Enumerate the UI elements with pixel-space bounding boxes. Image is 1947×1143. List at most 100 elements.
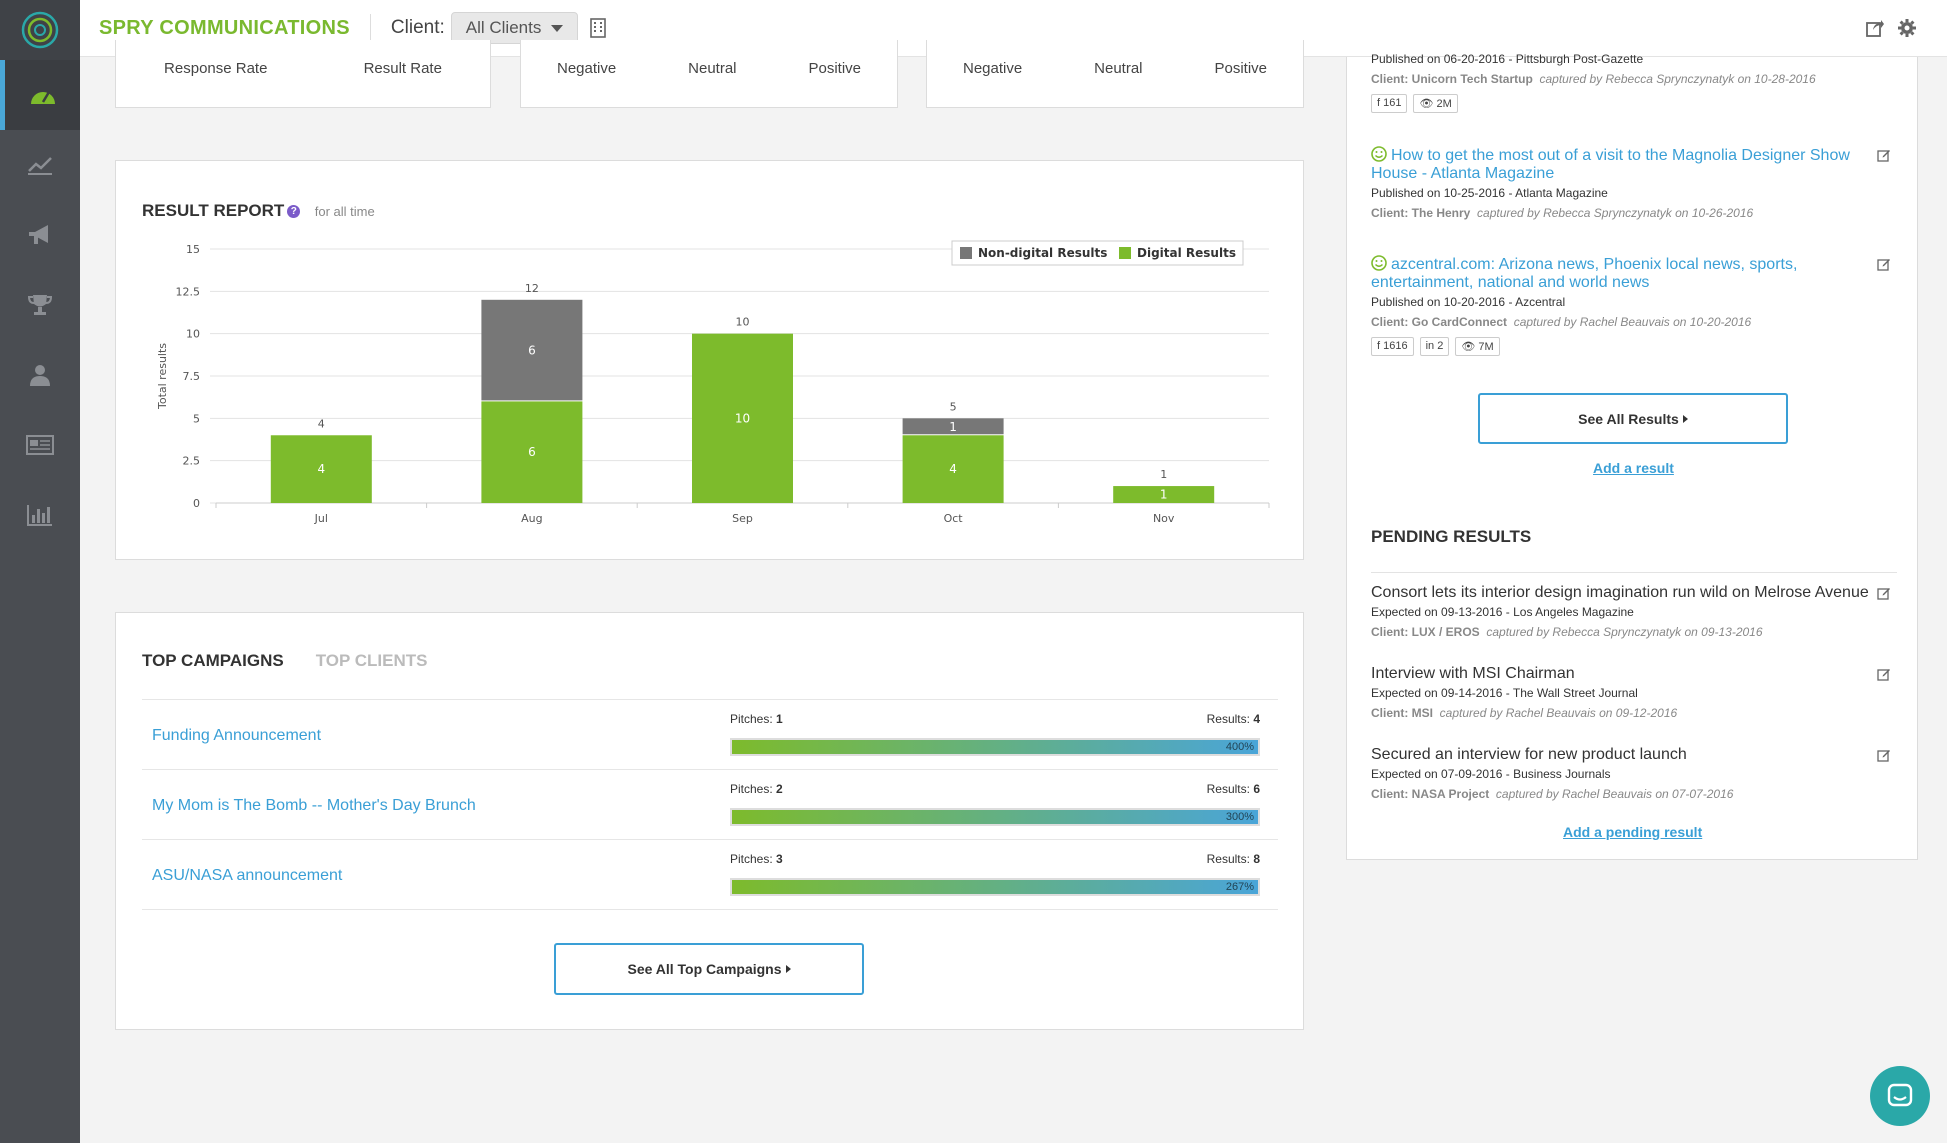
app-logo[interactable] xyxy=(0,0,80,60)
see-all-results-label: See All Results xyxy=(1578,410,1679,427)
campaign-name-link[interactable]: My Mom is The Bomb -- Mother's Day Brunc… xyxy=(152,797,476,814)
y-tick-label: 5 xyxy=(193,412,200,425)
add-pending-result-link[interactable]: Add a pending result xyxy=(1563,824,1703,840)
campaign-name-link[interactable]: Funding Announcement xyxy=(152,727,322,744)
result-client: Client: Unicorn Tech Startup captured by… xyxy=(1371,72,1816,86)
add-result-link[interactable]: Add a result xyxy=(1593,460,1674,476)
bar-digital xyxy=(1113,486,1215,503)
pending-client: Client: NASA Project captured by Rachel … xyxy=(1371,787,1734,801)
campaign-progress-bar: 400% xyxy=(730,738,1260,756)
bar-total-label: 12 xyxy=(525,282,539,295)
campaign-percent: 400% xyxy=(1225,741,1254,753)
y-tick-label: 0 xyxy=(193,497,200,510)
pending-client: Client: MSI captured by Rachel Beauvais … xyxy=(1371,706,1678,720)
nav-trends[interactable] xyxy=(0,130,80,200)
views-count-badge: 👁 7M xyxy=(1455,337,1500,356)
bar-digital xyxy=(692,333,793,503)
legend-box xyxy=(951,240,1244,266)
campaign-progress-bar: 300% xyxy=(730,808,1260,826)
stat-label: Positive xyxy=(808,60,862,77)
edit-icon[interactable] xyxy=(1877,148,1891,162)
bar-digital xyxy=(481,401,583,503)
bar-non-digital xyxy=(481,299,583,401)
campaign-percent: 267% xyxy=(1225,881,1254,893)
tab-top-campaigns[interactable]: TOP CAMPAIGNS xyxy=(142,651,284,670)
y-tick-label: 2.5 xyxy=(183,455,201,468)
stat-label: Positive xyxy=(1214,60,1268,77)
help-icon[interactable]: ? xyxy=(287,205,301,218)
nav-news[interactable] xyxy=(0,410,80,480)
result-badges: f 1616 in 2 👁 7M xyxy=(1371,337,1891,356)
see-all-results-button[interactable]: See All Results xyxy=(1478,393,1788,444)
bar-non-digital xyxy=(902,418,1004,435)
legend-swatch-digital xyxy=(1119,247,1131,259)
bar-value-label: 10 xyxy=(735,411,750,425)
pending-item: Interview with MSI Chairman Expected on … xyxy=(1371,665,1891,720)
chat-button[interactable] xyxy=(1870,1066,1930,1126)
campaign-pitches: Pitches: 1 xyxy=(730,712,783,726)
tab-top-clients[interactable]: TOP CLIENTS xyxy=(315,651,428,670)
campaign-results: Results: 6 xyxy=(1206,782,1260,796)
pending-title-text[interactable]: Consort lets its interior design imagina… xyxy=(1371,584,1869,601)
facebook-count-badge: f 1616 xyxy=(1371,337,1414,356)
y-tick-label: 12.5 xyxy=(176,285,201,298)
x-tick-label: Aug xyxy=(521,512,542,525)
edit-icon[interactable] xyxy=(1877,257,1891,271)
bar-total-label: 5 xyxy=(950,400,957,413)
campaign-name-link[interactable]: ASU/NASA announcement xyxy=(152,867,343,884)
gear-icon[interactable] xyxy=(1897,18,1917,38)
result-published: Published on 10-20-2016 - Azcentral xyxy=(1371,295,1566,309)
nav-awards[interactable] xyxy=(0,270,80,340)
logo-icon xyxy=(21,11,59,49)
bar-total-label: 10 xyxy=(736,316,750,329)
brand-name[interactable]: SPRY COMMUNICATIONS xyxy=(99,16,350,39)
facebook-count-badge: f 161 xyxy=(1371,94,1408,113)
pending-item: Consort lets its interior design imagina… xyxy=(1371,584,1891,639)
result-client: Client: Go CardConnect captured by Rache… xyxy=(1371,315,1752,329)
linkedin-count-badge: in 2 xyxy=(1419,337,1450,356)
nav-campaigns[interactable] xyxy=(0,200,80,270)
sidebar xyxy=(0,0,80,1143)
campaign-results: Results: 8 xyxy=(1206,852,1260,866)
nav-reports[interactable] xyxy=(0,480,80,550)
legend-label-digital: Digital Results xyxy=(1137,246,1236,260)
pending-title-text[interactable]: Interview with MSI Chairman xyxy=(1371,665,1575,682)
stat-label: Neutral xyxy=(1094,60,1143,77)
nav-dashboard[interactable] xyxy=(0,60,80,130)
edit-icon[interactable] xyxy=(1877,667,1891,681)
stat-panel-rates: Response Rate Result Rate xyxy=(115,40,491,108)
campaign-progress-fill: 400% xyxy=(732,740,1258,754)
stat-label: Negative xyxy=(556,60,617,77)
client-select[interactable]: All Clients xyxy=(450,12,579,44)
legend-label-non-digital: Non-digital Results xyxy=(978,246,1107,260)
share-icon[interactable] xyxy=(1865,18,1885,38)
edit-icon[interactable] xyxy=(1877,748,1891,762)
newspaper-icon xyxy=(26,435,54,455)
client-select-value: All Clients xyxy=(465,18,542,37)
edit-icon[interactable] xyxy=(1877,586,1891,600)
pending-title-text[interactable]: Secured an interview for new product lau… xyxy=(1371,746,1687,763)
bar-total-label: 1 xyxy=(1160,468,1167,481)
campaign-percent: 300% xyxy=(1225,811,1254,823)
result-title-link[interactable]: azcentral.com: Arizona news, Phoenix loc… xyxy=(1371,255,1798,291)
result-client: Client: The Henry captured by Rebecca Sp… xyxy=(1371,206,1754,220)
result-item: How to get the most out of a visit to th… xyxy=(1371,146,1891,220)
y-axis-label: Total results xyxy=(156,343,169,410)
building-icon[interactable] xyxy=(590,18,607,38)
result-title-link[interactable]: How to get the most out of a visit to th… xyxy=(1371,146,1850,182)
bar-chart-icon xyxy=(27,505,52,526)
y-tick-label: 10 xyxy=(186,328,200,341)
see-all-top-campaigns-button[interactable]: See All Top Campaigns xyxy=(554,943,864,995)
x-tick-label: Oct xyxy=(944,512,964,525)
caret-right-icon xyxy=(1682,414,1688,423)
bar-value-label: 4 xyxy=(949,462,957,476)
bar-digital xyxy=(270,435,372,503)
smile-icon xyxy=(1371,146,1387,162)
bar-total-label: 4 xyxy=(318,417,325,430)
bar-value-label: 1 xyxy=(949,420,957,434)
pending-client: Client: LUX / EROS captured by Rebecca S… xyxy=(1371,625,1763,639)
campaign-results: Results: 4 xyxy=(1206,712,1260,726)
nav-contacts[interactable] xyxy=(0,340,80,410)
megaphone-icon xyxy=(29,225,48,244)
y-tick-label: 15 xyxy=(186,243,200,256)
